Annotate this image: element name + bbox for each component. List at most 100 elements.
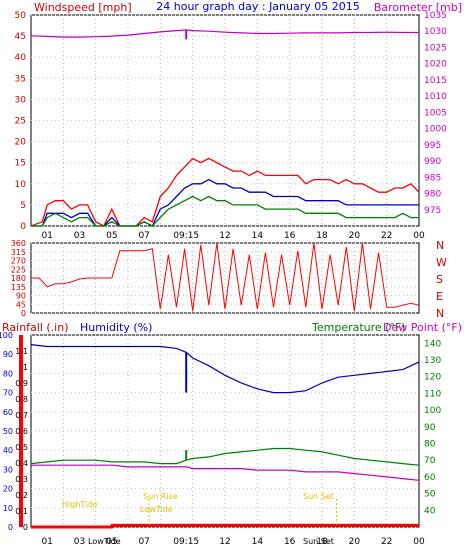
direction-tick-label: 45	[16, 300, 26, 309]
barometer-tick-label: 1030	[424, 27, 447, 37]
humidity-tick-label: 0	[8, 523, 13, 532]
humidity-tick-label: 90	[3, 350, 13, 359]
direction-tick-label: 180	[11, 274, 26, 283]
wind-baro-panel	[30, 14, 420, 227]
x-tick-label-bottom: 00	[413, 537, 425, 547]
dewpoint-axis-label: Dew Point (°F)	[383, 321, 462, 334]
temperature-tick-label: 90	[424, 423, 436, 433]
windspeed-tick-label: 25	[15, 117, 26, 127]
barometer-tick-label: 980	[424, 190, 441, 200]
windspeed-tick-label: 5	[20, 201, 26, 211]
x-tick-label-bottom: 18	[316, 537, 328, 547]
x-tick-label: 16	[284, 231, 296, 241]
barometer-tick-label: 1025	[424, 43, 447, 53]
windspeed-axis-label: Windspeed [mph]	[34, 1, 132, 14]
x-tick-label: 20	[349, 231, 361, 241]
windspeed-tick-label: 20	[15, 138, 27, 148]
direction-tick-label: 90	[16, 292, 26, 301]
compass-n-top: N	[436, 239, 444, 252]
rainfall-tick-label: 0.3	[15, 475, 28, 484]
temperature-tick-label: 70	[424, 456, 436, 466]
x-tick-label: 01	[41, 231, 52, 241]
direction-tick-label: 225	[11, 265, 26, 274]
humidity-tick-label: 80	[3, 369, 13, 378]
direction-tick-label: 0	[21, 309, 26, 318]
series-layer	[19, 29, 420, 529]
x-tick-label: 00	[413, 231, 425, 241]
x-tick-label: 22	[381, 231, 392, 241]
direction-tick-label: 270	[11, 257, 26, 266]
barometer-tick-label: 995	[424, 141, 441, 151]
direction-tick-label: 135	[11, 283, 26, 292]
compass-e: E	[436, 290, 443, 303]
x-tick-label: 14	[252, 231, 264, 241]
humidity-tick-label: 50	[3, 427, 13, 436]
wind-speed-line	[31, 195, 419, 227]
barometer-tick-label: 1010	[424, 92, 447, 102]
compass-w: W	[436, 256, 447, 269]
annotation-sun-set-2: Sun Set	[303, 537, 334, 546]
temperature-axis-label: Temperature (°F)	[311, 321, 406, 334]
rainfall-tick-label: 0.6	[15, 427, 28, 436]
rainfall-tick-label: 0.9	[15, 379, 28, 388]
barometer-tick-label: 975	[424, 206, 441, 216]
wind-gust-line	[30, 157, 420, 227]
windspeed-tick-label: 35	[15, 74, 26, 84]
barometer-axis-label: Barometer [mb]	[374, 1, 462, 14]
barometer-tick-label: 990	[424, 157, 441, 167]
x-tick-label-bottom: 03	[74, 537, 85, 547]
x-tick-label-bottom: 14	[252, 537, 264, 547]
x-tick-label-bottom: 12	[219, 537, 230, 547]
x-tick-label-bottom: 09:15	[173, 537, 199, 547]
rainfall-axis-label: Rainfall (.in)	[2, 321, 69, 334]
temperature-tick-label: 140	[424, 339, 441, 349]
annotation-low-tide-2: LowTide	[140, 505, 173, 514]
x-tick-label: 07	[138, 231, 149, 241]
windspeed-tick-label: 0	[20, 222, 26, 232]
barometer-tick-label: 1015	[424, 76, 447, 86]
x-tick-label: 09:15	[173, 231, 199, 241]
annotation-sun-rise: Sun Rise	[143, 492, 178, 501]
direction-tick-label: 315	[11, 248, 26, 257]
compass-n-bottom: N	[436, 307, 444, 320]
annotation-sun-set: Sun Set	[303, 492, 334, 501]
temperature-line	[30, 447, 420, 466]
x-tick-label-bottom: 05	[106, 537, 117, 547]
x-tick-label-bottom: 16	[284, 537, 296, 547]
temperature-tick-label: 80	[424, 440, 436, 450]
barometer-tick-label: 1005	[424, 108, 447, 118]
dewpoint-line	[31, 464, 420, 481]
x-tick-label: 18	[316, 231, 328, 241]
x-tick-label-bottom: 20	[349, 537, 361, 547]
compass-letters: N W S E N	[436, 239, 447, 320]
rainfall-tick-label: 0.4	[15, 459, 28, 468]
rainfall-line	[31, 523, 419, 529]
chart-title: 24 hour graph day : January 05 2015	[156, 0, 360, 13]
x-tick-label-bottom: 22	[381, 537, 392, 547]
temperature-tick-label: 60	[424, 473, 436, 483]
x-tick-label-bottom: 07	[138, 537, 149, 547]
rainfall-tick-label: 0.1	[15, 507, 28, 516]
x-tick-label: 05	[106, 231, 117, 241]
humidity-tick-label: 40	[3, 446, 13, 455]
rainfall-tick-label: 0.7	[15, 411, 28, 420]
barometer-tick-label: 1000	[424, 125, 447, 135]
windspeed-tick-label: 50	[15, 11, 27, 21]
x-tick-label: 03	[74, 231, 85, 241]
windspeed-tick-label: 15	[15, 159, 26, 169]
temperature-tick-label: 120	[424, 373, 441, 383]
rainfall-tick-label: 0.2	[15, 491, 28, 500]
direction-tick-label: 360	[11, 239, 26, 248]
annotations-layer: HighTide LowTide Sun Rise LowTide Sun Se…	[62, 492, 334, 546]
barometer-tick-label: 1020	[424, 60, 447, 70]
humidity-tick-label: 60	[3, 408, 13, 417]
temperature-tick-label: 100	[424, 406, 441, 416]
x-tick-label-bottom: 01	[41, 537, 52, 547]
rainfall-tick-label: 0.5	[15, 443, 28, 452]
humidity-tick-label: 20	[3, 485, 13, 494]
windspeed-tick-label: 30	[15, 95, 27, 105]
humidity-line	[30, 344, 420, 394]
barometer-line	[30, 29, 419, 38]
